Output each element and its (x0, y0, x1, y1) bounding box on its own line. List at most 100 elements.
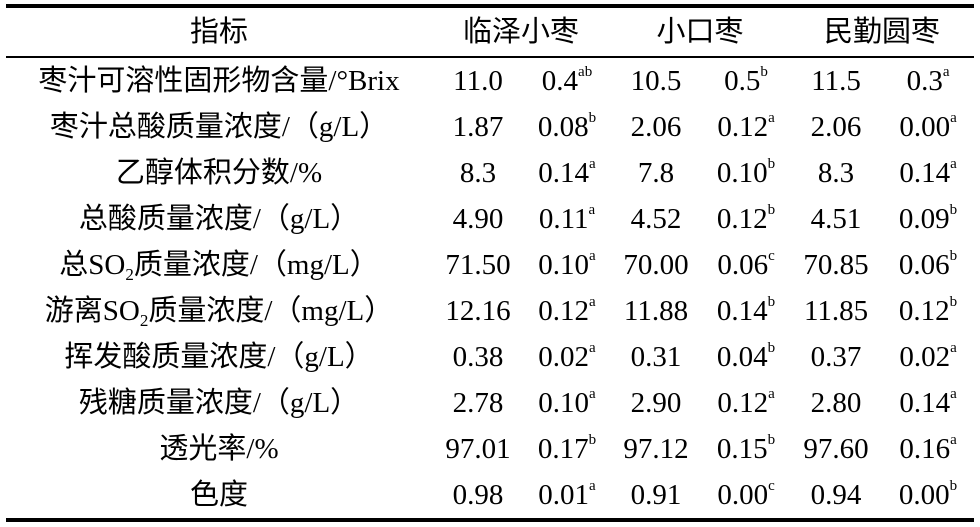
cell-mean-value: 71.50 (445, 248, 511, 281)
cell-mean-value: 4.51 (810, 202, 862, 235)
sd-number: 0.17 (537, 432, 589, 465)
data-table-container: 指标 临泽小枣 小口枣 民勤圆枣 枣汁可溶性固形物含量/°Brix 11.0 0.4… (6, 4, 975, 522)
header-indicator: 指标 (189, 15, 248, 48)
sd-number: 0.15 (716, 432, 768, 465)
cell-mean-value: 2.90 (630, 386, 682, 419)
table-header-row: 指标 临泽小枣 小口枣 民勤圆枣 (6, 6, 975, 57)
significance-letter: a (768, 385, 775, 402)
cell-mean-value: 2.06 (630, 110, 682, 143)
sd-number: 0.12 (716, 202, 768, 235)
significance-letter: a (589, 477, 596, 494)
sd-number: 0.16 (899, 432, 951, 465)
sd-number: 0.02 (899, 340, 951, 373)
cell-sd-value: 0.12a (702, 380, 790, 426)
sd-number: 0.00 (898, 478, 950, 511)
cell-sd-value: 0.10a (524, 242, 610, 288)
sd-number: 0.01 (538, 478, 590, 511)
indicator-name-part: 质量浓度/（mg/L） (148, 294, 394, 327)
significance-letter: a (588, 201, 596, 218)
cell-mean-value: 70.85 (803, 248, 869, 281)
cell-sd-value: 0.00a (882, 104, 974, 150)
significance-letter: b (949, 293, 958, 310)
significance-letter: a (589, 385, 596, 402)
cell-sd-value: 0.10b (702, 150, 790, 196)
significance-letter: b (588, 109, 597, 126)
significance-letter: a (950, 339, 957, 356)
cell-sd-value: 0.08b (524, 104, 610, 150)
cell-mean-value: 2.78 (452, 386, 504, 419)
row-indicator-name: 总SO2质量浓度/（mg/L） (6, 242, 432, 288)
table-body: 枣汁可溶性固形物含量/°Brix 11.0 0.4ab 10.5 0.5b 11.5 0.3… (6, 57, 975, 520)
header-linze-jujube: 临泽小枣 (463, 15, 580, 48)
cell-mean-value: 0.98 (452, 478, 504, 511)
sd-number: 0.14 (899, 386, 951, 419)
cell-sd-value: 0.02a (524, 334, 610, 380)
significance-letter: a (950, 155, 957, 172)
cell-sd-value: 0.10a (524, 380, 610, 426)
cell-mean-value: 70.00 (623, 248, 689, 281)
sd-number: 0.06 (717, 248, 769, 281)
cell-mean-value: 0.38 (452, 340, 504, 373)
significance-letter: c (768, 247, 775, 264)
cell-sd-value: 0.17b (524, 426, 610, 472)
significance-letter: b (760, 63, 768, 80)
cell-sd-value: 0.14a (882, 380, 974, 426)
cell-mean-value: 11.88 (623, 294, 689, 327)
row-indicator-name: 挥发酸质量浓度/（g/L） (64, 340, 374, 373)
header-minqin-jujube: 民勤圆枣 (824, 15, 941, 48)
sd-number: 0.02 (538, 340, 590, 373)
cell-sd-value: 0.12a (524, 288, 610, 334)
significance-letter: b (767, 339, 776, 356)
significance-letter: b (767, 431, 776, 448)
cell-mean-value: 97.60 (803, 432, 869, 465)
sd-number: 0.3 (906, 64, 943, 97)
cell-sd-value: 0.4ab (524, 57, 610, 104)
significance-letter: b (949, 247, 958, 264)
cell-sd-value: 0.14a (882, 150, 974, 196)
significance-letter: b (767, 293, 776, 310)
table-row: 挥发酸质量浓度/（g/L） 0.38 0.02a 0.31 0.04b 0.37 0.02a (6, 334, 974, 380)
cell-sd-value: 0.12a (702, 104, 790, 150)
sd-number: 0.10 (538, 248, 590, 281)
cell-sd-value: 0.14b (702, 288, 790, 334)
sd-number: 0.14 (899, 156, 951, 189)
sd-number: 0.10 (716, 156, 768, 189)
cell-mean-value: 8.3 (459, 156, 497, 189)
table-row: 游离SO2质量浓度/（mg/L） 12.16 0.12a 11.88 0.14b 11.8… (6, 288, 974, 334)
cell-sd-value: 0.12b (882, 288, 974, 334)
cell-sd-value: 0.00b (882, 472, 974, 520)
sd-number: 0.00 (899, 110, 951, 143)
row-indicator-name: 色度 (189, 478, 248, 511)
cell-sd-value: 0.06b (882, 242, 974, 288)
cell-mean-value: 4.90 (452, 202, 504, 235)
indicator-name-part: 总SO (59, 248, 126, 281)
row-indicator-name: 残糖质量浓度/（g/L） (78, 386, 360, 419)
cell-sd-value: 0.12b (702, 196, 790, 242)
indicator-name-part: 质量浓度/（mg/L） (133, 248, 379, 281)
sd-number: 0.12 (717, 386, 769, 419)
sd-number: 0.12 (898, 294, 950, 327)
table-row: 总SO2质量浓度/（mg/L） 71.50 0.10a 70.00 0.06c 70.85… (6, 242, 974, 288)
cell-mean-value: 12.16 (445, 294, 511, 327)
table-row: 枣汁可溶性固形物含量/°Brix 11.0 0.4ab 10.5 0.5b 11.5 0.3… (6, 57, 974, 104)
cell-sd-value: 0.15b (702, 426, 790, 472)
sd-number: 0.08 (537, 110, 589, 143)
cell-mean-value: 97.01 (445, 432, 511, 465)
cell-mean-value: 10.5 (630, 64, 682, 97)
cell-mean-value: 11.5 (811, 64, 861, 97)
sd-number: 0.14 (538, 156, 590, 189)
significance-letter: a (950, 431, 957, 448)
indicator-subscript: 2 (125, 264, 134, 284)
cell-sd-value: 0.00c (702, 472, 790, 520)
sd-number: 0.4 (541, 64, 579, 97)
cell-mean-value: 0.37 (810, 340, 862, 373)
indicator-name-part: 游离SO (44, 294, 140, 327)
cell-mean-value: 1.87 (452, 110, 504, 143)
table-row: 乙醇体积分数/% 8.3 0.14a 7.8 0.10b 8.3 0.14a (6, 150, 974, 196)
data-table: 指标 临泽小枣 小口枣 民勤圆枣 枣汁可溶性固形物含量/°Brix 11.0 0.4… (6, 4, 975, 522)
significance-letter: a (768, 109, 775, 126)
cell-mean-value: 11.85 (803, 294, 869, 327)
sd-number: 0.04 (716, 340, 768, 373)
significance-letter: a (589, 247, 596, 264)
sd-number: 0.12 (717, 110, 769, 143)
